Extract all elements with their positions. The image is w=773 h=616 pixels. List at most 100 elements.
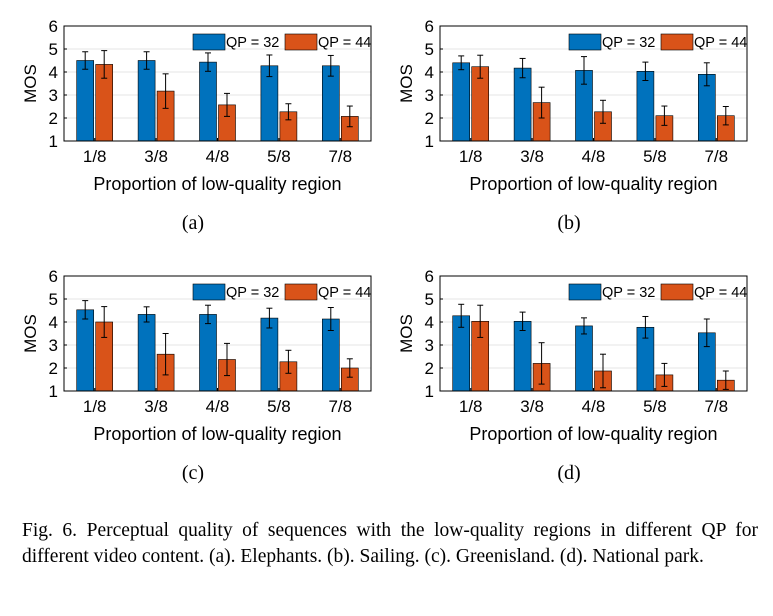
- error-bar: [581, 56, 587, 85]
- error-bar: [600, 353, 606, 389]
- error-bar: [101, 306, 108, 338]
- y-axis-label: MOS: [397, 314, 416, 353]
- error-bar: [642, 61, 649, 82]
- legend: QP = 32 QP = 44: [192, 33, 371, 51]
- legend-label-qp44: QP = 44: [694, 285, 747, 301]
- error-bar: [703, 318, 710, 348]
- legend-label-qp32: QP = 32: [226, 35, 279, 51]
- x-tick-label: 5/8: [643, 147, 667, 166]
- x-tick-label: 4/8: [582, 397, 606, 416]
- error-bar: [703, 62, 710, 87]
- axes-frame: [63, 25, 372, 142]
- bar-qp32: [199, 314, 217, 392]
- y-tick-label: 2: [425, 359, 434, 378]
- y-tick-label: 6: [425, 17, 434, 36]
- legend-swatch-qp44: [660, 33, 694, 51]
- x-tick-label: 3/8: [144, 397, 168, 416]
- y-tick-label: 2: [49, 109, 58, 128]
- y-tick-label: 6: [49, 17, 58, 36]
- legend: QP = 32 QP = 44: [192, 283, 371, 301]
- error-bar: [143, 51, 150, 70]
- y-tick-label: 6: [425, 267, 434, 286]
- y-tick-label: 6: [49, 267, 58, 286]
- x-tick-label: 5/8: [267, 397, 291, 416]
- error-bar: [538, 86, 545, 119]
- error-bar: [477, 54, 484, 79]
- y-axis-label: MOS: [21, 64, 40, 103]
- y-tick-label: 1: [49, 382, 58, 401]
- legend-swatch-qp32: [568, 283, 602, 301]
- legend: QP = 32 QP = 44: [568, 33, 747, 51]
- x-tick-label: 7/8: [704, 397, 728, 416]
- bar-qp32: [137, 314, 156, 392]
- error-bar: [458, 55, 465, 71]
- x-tick-label: 4/8: [582, 147, 606, 166]
- x-tick-label: 3/8: [520, 147, 544, 166]
- error-bar: [327, 54, 334, 77]
- legend-label-qp44: QP = 44: [318, 35, 371, 51]
- error-bar: [205, 304, 211, 325]
- legend-swatch-qp32: [192, 33, 226, 51]
- panel-label-a: (a): [181, 212, 205, 234]
- y-tick-label: 3: [425, 86, 434, 105]
- axes-frame: [63, 275, 372, 392]
- error-bar: [722, 106, 729, 126]
- bar-qp32: [452, 62, 470, 142]
- x-axis-label: Proportion of low-quality region: [469, 174, 717, 194]
- y-tick-label: 3: [49, 336, 58, 355]
- axes-frame: [439, 25, 748, 142]
- error-bar: [581, 317, 587, 335]
- panel-label-c: (c): [181, 462, 205, 484]
- bar-chart-c: 1/8 3/8 4/8 5/8 7/8 1 2 3 4 5 6 MOS Proportion of lo…: [21, 267, 372, 444]
- y-tick-label: 3: [49, 86, 58, 105]
- error-bar: [346, 358, 353, 378]
- bar-chart-d: 1/8 3/8 4/8 5/8 7/8 1 2 3 4 5 6 MOS Proportion of lo…: [397, 267, 748, 444]
- chart-panel-a: 1/8 3/8 4/8 5/8 7/8 1 2 3 4 5 6 MOS Proportion of lo…: [0, 0, 386, 245]
- y-tick-label: 5: [425, 40, 434, 59]
- x-tick-label: 3/8: [520, 397, 544, 416]
- x-axis-label: Proportion of low-quality region: [93, 174, 341, 194]
- x-tick-label: 1/8: [459, 397, 483, 416]
- error-bar: [327, 307, 334, 332]
- figure-caption: Fig. 6. Perceptual quality of sequences …: [22, 520, 758, 567]
- y-tick-label: 4: [49, 313, 58, 332]
- error-bar: [285, 103, 292, 121]
- error-bar: [162, 333, 169, 376]
- error-bar: [82, 300, 89, 320]
- axes-frame: [439, 275, 748, 392]
- y-tick-label: 1: [49, 132, 58, 151]
- bar-qp32: [199, 61, 217, 142]
- error-bar: [538, 342, 545, 385]
- error-bar: [224, 92, 230, 117]
- x-tick-label: 7/8: [328, 147, 352, 166]
- error-bar: [82, 51, 89, 70]
- legend-label-qp32: QP = 32: [602, 285, 655, 301]
- bar-qp32: [575, 325, 593, 392]
- error-bar: [661, 362, 668, 387]
- legend-label-qp32: QP = 32: [602, 35, 655, 51]
- error-bar: [519, 57, 526, 79]
- bar-qp32: [137, 60, 156, 142]
- x-tick-label: 4/8: [206, 397, 230, 416]
- chart-panel-d: 1/8 3/8 4/8 5/8 7/8 1 2 3 4 5 6 MOS Proportion of lo…: [376, 250, 762, 495]
- y-axis-label: MOS: [21, 314, 40, 353]
- x-tick-label: 1/8: [459, 147, 483, 166]
- bar-qp32: [76, 309, 94, 392]
- error-bar: [285, 349, 292, 374]
- error-bar: [143, 306, 150, 323]
- bar-qp32: [636, 71, 655, 142]
- legend-swatch-qp44: [284, 33, 318, 51]
- x-tick-label: 4/8: [206, 147, 230, 166]
- bar-chart-a: 1/8 3/8 4/8 5/8 7/8 1 2 3 4 5 6 MOS Proportion of lo…: [21, 17, 372, 194]
- bar-qp32: [513, 67, 532, 142]
- x-tick-label: 5/8: [267, 147, 291, 166]
- x-tick-label: 7/8: [328, 397, 352, 416]
- chart-panel-c: 1/8 3/8 4/8 5/8 7/8 1 2 3 4 5 6 MOS Proportion of lo…: [0, 250, 386, 495]
- y-tick-label: 1: [425, 132, 434, 151]
- panel-label-d: (d): [557, 462, 581, 484]
- y-tick-label: 2: [49, 359, 58, 378]
- y-tick-label: 4: [49, 63, 58, 82]
- y-tick-label: 3: [425, 336, 434, 355]
- legend-label-qp44: QP = 44: [318, 285, 371, 301]
- bar-qp32: [260, 317, 279, 392]
